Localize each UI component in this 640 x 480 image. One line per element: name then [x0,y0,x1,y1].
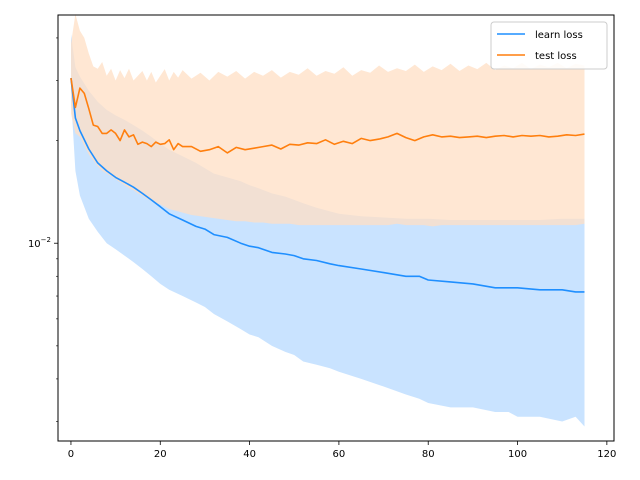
x-tick-label: 100 [508,449,527,460]
legend: learn loss test loss [490,21,608,70]
test-loss-band [71,14,585,227]
plot-frame [57,14,615,442]
x-tick-label: 80 [422,449,435,460]
x-tick-label: 20 [154,449,167,460]
x-axis-ticks: 0 20 40 60 80 100 120 [68,441,616,460]
x-tick-label: 0 [68,449,74,460]
legend-label-test-loss: test loss [535,51,577,62]
confidence-bands [71,14,585,427]
series-lines [70,77,585,293]
y-axis-ticks: 10−2 [28,37,58,422]
x-tick-label: 40 [243,449,256,460]
legend-label-learn-loss: learn loss [535,30,583,41]
x-tick-label: 120 [597,449,616,460]
test-loss-line [70,77,585,154]
learn-loss-line [70,78,585,293]
x-tick-label: 60 [333,449,346,460]
y-tick-label: 10−2 [28,236,51,250]
learn-loss-band [71,34,585,427]
